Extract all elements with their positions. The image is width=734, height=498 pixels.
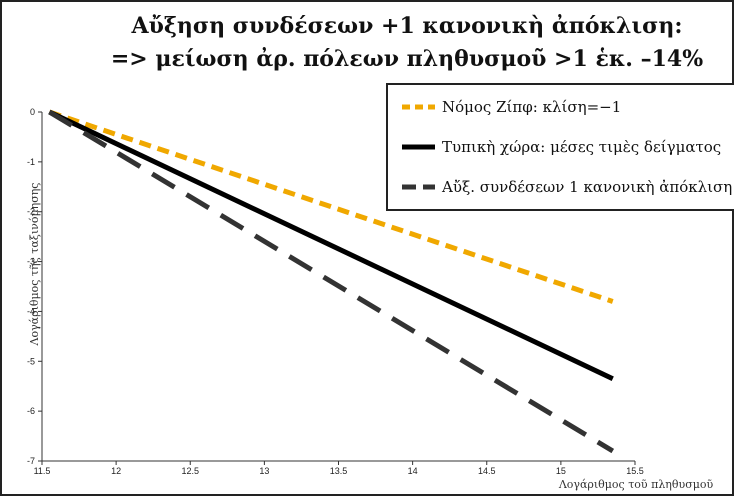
x-tick-label: 13.5 <box>330 466 348 476</box>
legend-label-3: Αὔξ. συνδέσεων 1 κανονικὴ ἀπόκλιση <box>441 178 732 196</box>
x-axis-label: Λογάριθμος τοῦ πληθυσμοῦ <box>558 478 714 491</box>
y-tick-label: -6 <box>27 406 35 416</box>
x-tick-label: 12 <box>111 466 121 476</box>
chart-title-line1: Αὔξηση συνδέσεων +1 κανονικὴ ἀπόκλιση: <box>131 13 683 39</box>
y-tick-label: -1 <box>27 157 35 167</box>
legend-label-1: Νόμος Ζίπφ: κλίση=−1 <box>442 98 621 116</box>
x-tick-label: 15 <box>556 466 566 476</box>
x-tick-label: 15.5 <box>626 466 644 476</box>
legend-label-2: Τυπικὴ χώρα: μέσες τιμὲς δείγματος <box>442 138 721 156</box>
y-tick-label: -5 <box>27 356 35 366</box>
x-tick-label: 14 <box>408 466 418 476</box>
y-tick-label: 0 <box>30 107 35 117</box>
y-tick-label: -2 <box>27 207 35 217</box>
chart-title-line2: => μείωση ἀρ. πόλεων πληθυσμοῦ >1 ἑκ. –1… <box>111 46 703 72</box>
x-tick-label: 11.5 <box>34 466 51 476</box>
y-axis-label: Λογάριθμος τῆς ταξινόμησης <box>28 183 41 347</box>
x-tick-label: 13 <box>259 466 269 476</box>
series-line-1 <box>48 109 614 304</box>
series-line-3 <box>48 109 615 454</box>
legend-box <box>386 83 734 211</box>
legend: Νόμος Ζίπφ: κλίση=−1 Τυπικὴ χώρα: μέσες τ… <box>386 83 734 211</box>
y-tick-label: -7 <box>27 456 35 466</box>
y-tick-label: -4 <box>27 306 35 316</box>
series-line-2 <box>48 109 614 381</box>
x-tick-label: 14.5 <box>478 466 496 476</box>
x-tick-label: 12.5 <box>181 466 199 476</box>
y-tick-label: -3 <box>27 257 35 267</box>
